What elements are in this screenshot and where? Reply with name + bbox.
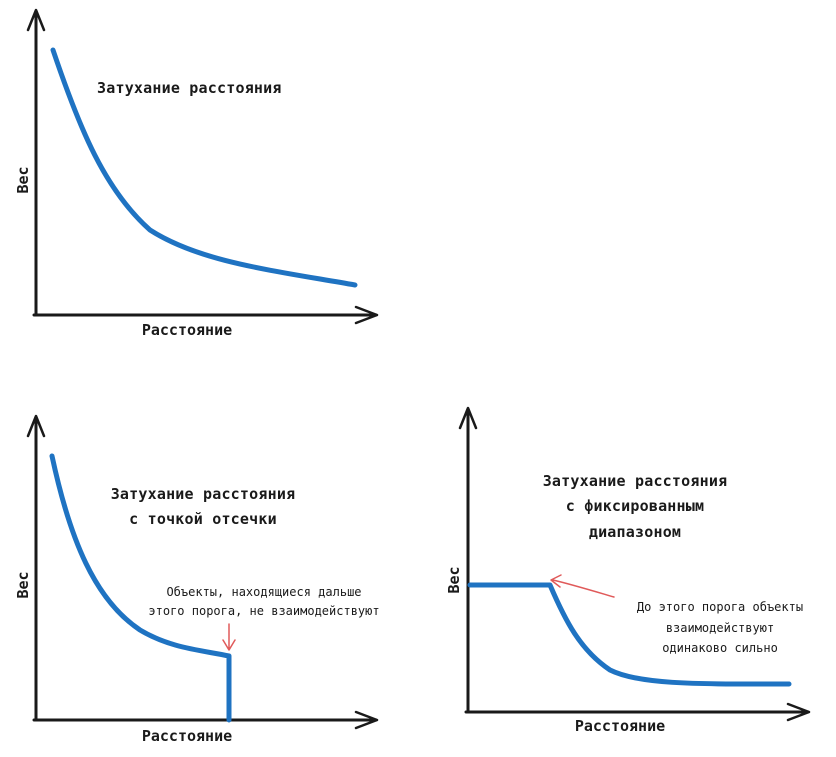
- fixed-range-curve: [467, 582, 792, 687]
- chart-title-line-3: диапазоном: [589, 523, 681, 541]
- y-axis: [26, 8, 46, 317]
- x-axis: [32, 305, 379, 325]
- cutoff-curve: [49, 453, 232, 723]
- y-axis-label: Вес: [14, 166, 32, 193]
- chart-distance-decay: Затухание расстояния Расстояние Вес: [14, 8, 379, 339]
- annotation-line-1: Объекты, находящиеся дальше: [166, 585, 361, 599]
- x-axis-label: Расстояние: [142, 727, 232, 745]
- chart-title-line-1: Затухание расстояния: [111, 485, 296, 503]
- y-axis-label: Вес: [14, 571, 32, 598]
- y-axis: [458, 406, 478, 714]
- x-axis: [464, 702, 811, 722]
- annotation-line-2: этого порога, не взаимодействуют: [148, 604, 379, 618]
- annotation-arrow: [550, 574, 615, 598]
- x-axis-label: Расстояние: [575, 717, 665, 735]
- annotation-line-1: До этого порога объекты: [637, 600, 803, 614]
- annotation-arrow: [222, 623, 236, 651]
- x-axis: [32, 710, 379, 730]
- chart-title-line-2: с фиксированным: [566, 497, 704, 515]
- chart-title: Затухание расстояния: [97, 79, 282, 97]
- y-axis: [26, 414, 46, 722]
- annotation-line-2: взаимодействуют: [666, 621, 774, 635]
- chart-title-line-2: с точкой отсечки: [129, 510, 277, 528]
- x-axis-label: Расстояние: [142, 321, 232, 339]
- decay-curve: [50, 47, 358, 288]
- annotation-line-3: одинаково сильно: [662, 641, 778, 655]
- chart-title-line-1: Затухание расстояния: [543, 472, 728, 490]
- chart-decay-with-cutoff: Затухание расстояния с точкой отсечки Об…: [14, 414, 380, 745]
- y-axis-label: Вес: [445, 566, 463, 593]
- chart-decay-fixed-range: Затухание расстояния с фиксированным диа…: [445, 406, 811, 735]
